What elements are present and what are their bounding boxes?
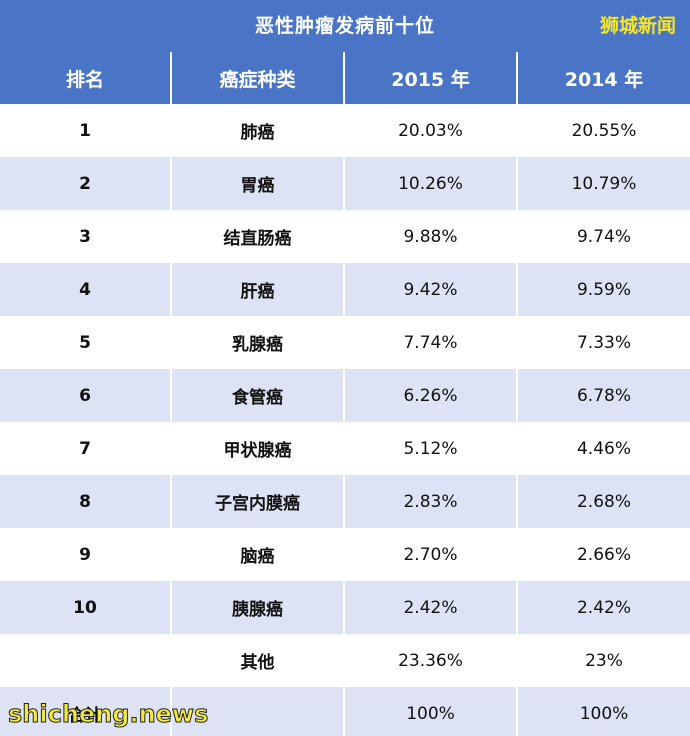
value-2014-cell: 2.68% [517,475,690,528]
table-body: 1 肺癌 20.03% 20.55% 2 胃癌 10.26% 10.79% 3 结直肠癌 9.88%… [0,104,690,736]
value-2014-cell: 7.33% [517,316,690,369]
value-2015-cell: 23.36% [344,634,518,687]
value-2015-cell: 9.42% [344,263,518,316]
value-2015-cell: 7.74% [344,316,518,369]
table-row: 4 肝癌 9.42% 9.59% [0,263,690,316]
cancer-type-cell: 胃癌 [171,157,345,210]
value-2015-cell: 2.70% [344,528,518,581]
rank-cell: 8 [0,475,172,528]
value-2014-cell: 10.79% [517,157,690,210]
rank-cell: 4 [0,263,172,316]
cancer-type-cell: 脑癌 [171,528,345,581]
table-row: 7 甲状腺癌 5.12% 4.46% [0,422,690,475]
cancer-type-cell: 子宫内膜癌 [171,475,345,528]
title-bar [0,0,690,52]
value-2015-cell: 2.42% [344,581,518,634]
value-2015-cell: 2.83% [344,475,518,528]
cancer-type-cell: 肝癌 [171,263,345,316]
value-2014-cell: 6.78% [517,369,690,422]
value-2015-cell: 9.88% [344,210,518,263]
rank-cell: 2 [0,157,172,210]
value-2015-cell: 20.03% [344,104,518,157]
table-row: 8 子宫内膜癌 2.83% 2.68% [0,475,690,528]
rank-cell: 3 [0,210,172,263]
value-2015-cell: 10.26% [344,157,518,210]
value-2014-cell: 9.74% [517,210,690,263]
value-2014-cell: 2.42% [517,581,690,634]
cancer-type-cell: 结直肠癌 [171,210,345,263]
table-row: 3 结直肠癌 9.88% 9.74% [0,210,690,263]
value-2015-cell: 100% [344,687,518,736]
value-2015-cell: 5.12% [344,422,518,475]
value-2014-cell: 9.59% [517,263,690,316]
table-row: 其他 23.36% 23% [0,634,690,687]
cancer-type-cell: 甲状腺癌 [171,422,345,475]
cancer-type-cell: 乳腺癌 [171,316,345,369]
table-row: 1 肺癌 20.03% 20.55% [0,104,690,157]
column-header-cancer-type: 癌症种类 [171,52,345,104]
table-row: 10 胰腺癌 2.42% 2.42% [0,581,690,634]
cancer-type-cell: 其他 [171,634,345,687]
brand-logo-text: 狮城新闻 [599,15,676,37]
value-2014-cell: 23% [517,634,690,687]
value-2014-cell: 2.66% [517,528,690,581]
rank-cell: 5 [0,316,172,369]
watermark-text: shicheng.news [7,700,209,729]
rank-cell: 7 [0,422,172,475]
cancer-type-cell [171,687,345,736]
rank-cell [0,634,172,687]
rank-cell: 合计 [0,687,172,736]
rank-cell: 1 [0,104,172,157]
table-row: 2 胃癌 10.26% 10.79% [0,157,690,210]
value-2014-cell: 4.46% [517,422,690,475]
value-2014-cell: 100% [517,687,690,736]
cancer-type-cell: 胰腺癌 [171,581,345,634]
table-header-row: 排名 癌症种类 2015 年 2014 年 [0,52,690,104]
column-header-rank: 排名 [0,52,172,104]
value-2015-cell: 6.26% [344,369,518,422]
table-total-row: 合计 100% 100% [0,687,690,736]
cancer-incidence-table: 排名 癌症种类 2015 年 2014 年 1 肺癌 20.03% 20.55% 2 胃癌… [0,52,690,736]
rank-cell: 10 [0,581,172,634]
table-row: 9 脑癌 2.70% 2.66% [0,528,690,581]
column-header-2015: 2015 年 [344,52,518,104]
rank-cell: 9 [0,528,172,581]
column-header-2014: 2014 年 [517,52,690,104]
table-row: 5 乳腺癌 7.74% 7.33% [0,316,690,369]
value-2014-cell: 20.55% [517,104,690,157]
table-row: 6 食管癌 6.26% 6.78% [0,369,690,422]
cancer-type-cell: 肺癌 [171,104,345,157]
rank-cell: 6 [0,369,172,422]
cancer-type-cell: 食管癌 [171,369,345,422]
table-title: 恶性肿瘤发病前十位 [254,15,435,37]
